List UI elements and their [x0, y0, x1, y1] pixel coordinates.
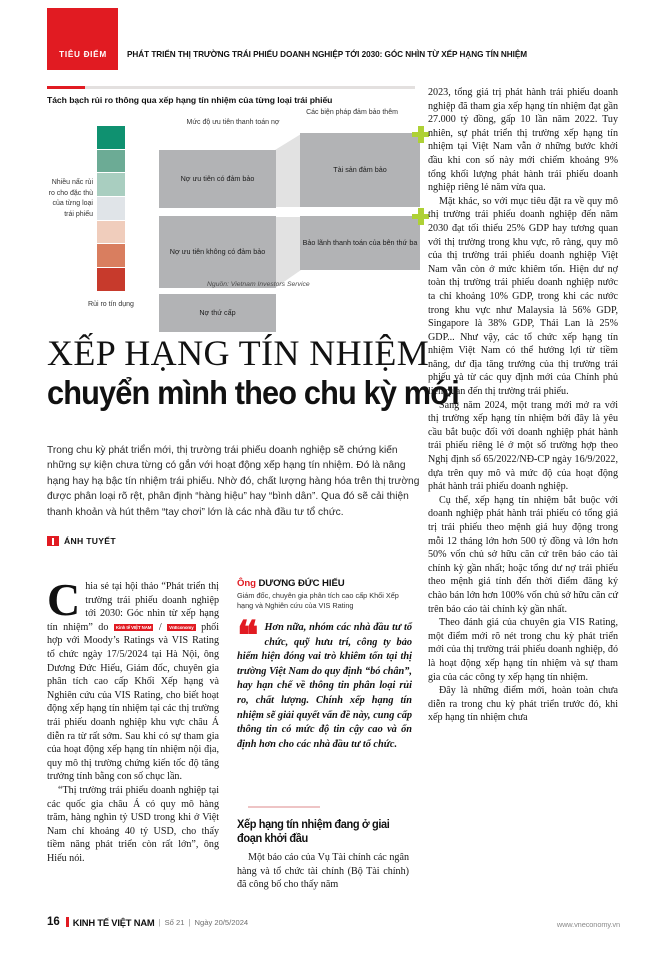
graphic-top-rule	[47, 86, 415, 89]
paragraph: Một báo cáo của Vụ Tài chính các ngân hà…	[237, 852, 409, 891]
flow-node-label: Nợ thứ cấp	[199, 308, 236, 318]
paragraph: Đây là những điểm mới, hoàn toàn chưa di…	[428, 685, 618, 724]
legend-swatch-1	[97, 126, 125, 149]
flow-column-header-right: Các biện pháp đảm bảo thêm	[306, 109, 398, 116]
flow-link-shapes	[275, 134, 301, 288]
legend-swatch-6	[97, 244, 125, 267]
subsection-heading: Xếp hạng tín nhiệm đang ở giai đoạn khởi…	[237, 818, 390, 845]
kicker-tag-label: TIÊU ĐIỂM	[59, 50, 107, 59]
plus-icon-collateral	[412, 126, 429, 143]
flow-diagram: Mức độ ưu tiên thanh toán nợ Các biện ph…	[159, 109, 429, 332]
paragraph: Sang năm 2024, một trang mới mở ra với t…	[428, 399, 618, 493]
body-column-2-continued: Một báo cáo của Vụ Tài chính các ngân hà…	[237, 851, 409, 892]
flow-node-third-party-guarantee: Bảo lãnh thanh toán của bên thứ ba	[300, 216, 420, 270]
legend-swatch-5	[97, 220, 125, 244]
legend-swatch-strip	[97, 126, 125, 292]
infographic-panel: Tách bạch rủi ro thông qua xếp hạng tín …	[47, 86, 429, 332]
legend-caption: Nhiều nấc rủi ro cho đặc thù của từng lo…	[48, 179, 93, 218]
footer-issue: Số 21	[164, 917, 185, 927]
expert-honorific: Ông	[237, 578, 259, 589]
flow-node-label: Bảo lãnh thanh toán của bên thứ ba	[302, 238, 418, 248]
plus-icon-guarantee	[412, 208, 429, 225]
page-footer: 16 KINH TẾ VIỆT NAM | Số 21 | Ngày 20/5/…	[0, 912, 667, 936]
expert-role: Giám đốc, chuyên gia phân tích cao cấp K…	[237, 591, 399, 610]
article-deck: Trong chu kỳ phát triển mới, thị trường …	[47, 445, 420, 518]
risk-scale-legend: Nhiều nấc rủi ro cho đặc thù của từng lo…	[47, 112, 159, 317]
footer-website-url[interactable]: www.vneconomy.vn	[556, 920, 620, 929]
legend-swatch-7	[97, 268, 125, 291]
flow-node-label: Nợ ưu tiên không có đảm bảo	[169, 247, 266, 257]
flow-column-header-left: Mức độ ưu tiên thanh toán nợ	[186, 119, 280, 126]
headline-line-2: chuyển mình theo chu kỳ mới	[47, 374, 460, 411]
flow-node-subordinated: Nợ thứ cấp	[159, 294, 276, 332]
paragraph: Theo đánh giá của chuyên gia VIS Rating,…	[428, 617, 618, 683]
flow-node-label: Tài sản đảm bảo	[333, 165, 387, 175]
subsection-rule	[248, 806, 320, 808]
legend-swatch-2	[97, 149, 125, 173]
paragraph: 2023, tổng giá trị phát hành trái phiếu …	[428, 87, 618, 194]
body-column-3: 2023, tổng giá trị phát hành trái phiếu …	[428, 86, 618, 725]
paragraph: Cụ thể, xếp hạng tín nhiệm bắt buộc với …	[428, 494, 618, 615]
footer-separator: |	[188, 917, 191, 927]
quote-mark-icon: ❝	[237, 613, 259, 658]
graphic-title: Tách bạch rủi ro thông qua xếp hạng tín …	[47, 95, 333, 105]
byline-author-name: ÁNH TUYẾT	[64, 536, 116, 546]
expert-name: Ông DƯƠNG ĐỨC HIẾU	[237, 578, 412, 589]
pull-quote-text: Hơn nữa, nhóm các nhà đầu tư tổ chức, qu…	[237, 622, 412, 750]
col1-rest-text: phối hợp với Moody’s Ratings và VIS Rati…	[47, 621, 220, 783]
graphic-rule-accent	[47, 86, 85, 89]
flow-node-label: Nợ ưu tiên có đảm bảo	[180, 174, 255, 184]
footer-accent-bar	[65, 917, 69, 927]
legend-bottom-label: Rủi ro tín dụng	[88, 301, 134, 308]
drop-cap: C	[47, 574, 81, 625]
flow-node-senior-unsecured: Nợ ưu tiên không có đảm bảo	[159, 216, 276, 288]
expert-name-text: DƯƠNG ĐỨC HIẾU	[258, 578, 345, 589]
footer-brand-name: KINH TẾ VIỆT NAM	[72, 916, 155, 928]
footer-left-group: 16 KINH TẾ VIỆT NAM | Số 21 | Ngày 20/5/…	[47, 916, 248, 928]
legend-swatch-3	[97, 173, 125, 196]
expert-quote-block: Ông DƯƠNG ĐỨC HIẾU Giám đốc, chuyên gia …	[237, 578, 412, 752]
byline-flag-icon	[47, 536, 59, 546]
headline-line-1: XẾP HẠNG TÍN NHIỆM	[47, 333, 430, 373]
kicker-section-headline: PHÁT TRIỂN THỊ TRƯỜNG TRÁI PHIẾU DOANH N…	[127, 50, 528, 59]
legend-swatch-4	[97, 197, 125, 220]
paragraph: “Thị trường trái phiếu doanh nghiệp tại …	[47, 784, 219, 864]
col1-lead-text: hia sẻ tại hội thảo “Phát triển thị trườ…	[47, 581, 219, 633]
graphic-source-credit: Nguồn: Vietnam Investors Service	[207, 281, 310, 288]
byline: ÁNH TUYẾT	[47, 536, 116, 546]
footer-date: Ngày 20/5/2024	[194, 917, 249, 927]
vneconomy-logo: VnEconomy	[167, 623, 196, 631]
kicker-bar: TIÊU ĐIỂM PHÁT TRIỂN THỊ TRƯỜNG TRÁI PHI…	[47, 8, 527, 70]
kinhte-logo: Kinh tế VIỆT NAM	[113, 623, 154, 631]
footer-separator: |	[158, 917, 161, 927]
paragraph: Mặt khác, so với mục tiêu đặt ra về quy …	[428, 195, 618, 398]
pull-quote: ❝ Hơn nữa, nhóm các nhà đầu tư tổ chức, q…	[237, 613, 412, 752]
flow-node-collateral: Tài sản đảm bảo	[300, 133, 420, 207]
flow-node-senior-secured: Nợ ưu tiên có đảm bảo	[159, 150, 276, 208]
footer-page-number: 16	[47, 916, 60, 928]
article-headline: XẾP HẠNG TÍN NHIỆM chuyển mình theo chu …	[47, 333, 460, 411]
kicker-red-block	[47, 8, 118, 70]
